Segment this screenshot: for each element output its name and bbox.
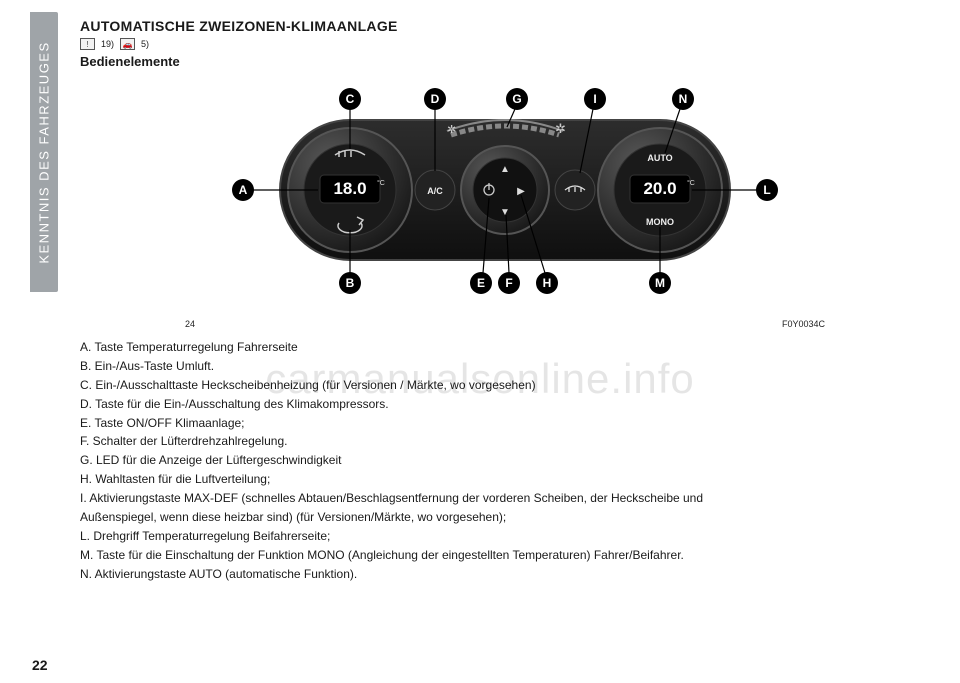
callout-L: L xyxy=(763,183,770,197)
legend-L: L. Drehgriff Temperaturregelung Beifahre… xyxy=(80,528,930,545)
callout-H: H xyxy=(543,276,552,290)
legend-I-line1: I. Aktivierungstaste MAX-DEF (schnelles … xyxy=(80,490,930,507)
callout-D: D xyxy=(431,92,440,106)
legend-A: A. Taste Temperaturregelung Fahrerseite xyxy=(80,339,930,356)
right-display-value: 20.0 xyxy=(643,179,676,198)
right-display-unit: °C xyxy=(687,179,695,187)
callout-G: G xyxy=(512,92,521,106)
section-side-tab: KENNTNIS DES FAHRZEUGES xyxy=(30,12,58,292)
legend-F: F. Schalter der Lüfterdrehzahlregelung. xyxy=(80,433,930,450)
warning-icon: ! xyxy=(80,38,95,50)
page-number: 22 xyxy=(32,657,48,673)
legend-C: C. Ein-/Ausschalttaste Heckscheibenheizu… xyxy=(80,377,930,394)
auto-label: AUTO xyxy=(647,153,672,163)
callout-F: F xyxy=(505,276,512,290)
reference-notes-row: ! 19) 🚗 5) xyxy=(80,38,930,50)
figure-wrap: 18.0 °C A/C ✲ ✲ xyxy=(80,75,930,329)
left-display-unit: °C xyxy=(377,179,385,187)
callout-C: C xyxy=(346,92,355,106)
car-icon: 🚗 xyxy=(120,38,135,50)
legend-I-line2: Außenspiegel, wenn diese heizbar sind) (… xyxy=(80,509,930,526)
ac-button-label: A/C xyxy=(427,186,443,196)
legend-G: G. LED für die Anzeige der Lüftergeschwi… xyxy=(80,452,930,469)
svg-text:✲: ✲ xyxy=(447,124,456,136)
legend-M: M. Taste für die Einschaltung der Funkti… xyxy=(80,547,930,564)
legend-text: A. Taste Temperaturregelung Fahrerseite … xyxy=(80,339,930,583)
svg-text:▲: ▲ xyxy=(500,164,510,175)
content-area: AUTOMATISCHE ZWEIZONEN-KLIMAANLAGE ! 19)… xyxy=(80,18,930,665)
callout-M: M xyxy=(655,276,665,290)
callout-E: E xyxy=(477,276,485,290)
section-side-tab-label: KENNTNIS DES FAHRZEUGES xyxy=(37,41,52,263)
figure-caption-row: 24 F0Y0034C xyxy=(185,319,825,329)
climate-control-diagram: 18.0 °C A/C ✲ ✲ xyxy=(185,75,825,315)
page-heading: AUTOMATISCHE ZWEIZONEN-KLIMAANLAGE xyxy=(80,18,930,34)
page: KENNTNIS DES FAHRZEUGES carmanualsonline… xyxy=(0,0,960,683)
left-display-value: 18.0 xyxy=(333,179,366,198)
ref-note-2: 5) xyxy=(141,39,149,49)
legend-H: H. Wahltasten für die Luftverteilung; xyxy=(80,471,930,488)
svg-text:▼: ▼ xyxy=(500,207,510,218)
legend-D: D. Taste für die Ein-/Ausschaltung des K… xyxy=(80,396,930,413)
subheading: Bedienelemente xyxy=(80,54,930,69)
callout-I: I xyxy=(593,92,596,106)
legend-B: B. Ein-/Aus-Taste Umluft. xyxy=(80,358,930,375)
mono-label: MONO xyxy=(646,217,674,227)
callout-A: A xyxy=(239,183,248,197)
figure-code: F0Y0034C xyxy=(782,319,825,329)
legend-E: E. Taste ON/OFF Klimaanlage; xyxy=(80,415,930,432)
figure-number: 24 xyxy=(185,319,195,329)
legend-N: N. Aktivierungstaste AUTO (automatische … xyxy=(80,566,930,583)
callout-N: N xyxy=(679,92,688,106)
ref-note-1: 19) xyxy=(101,39,114,49)
svg-text:✲: ✲ xyxy=(555,121,566,136)
callout-B: B xyxy=(346,276,355,290)
